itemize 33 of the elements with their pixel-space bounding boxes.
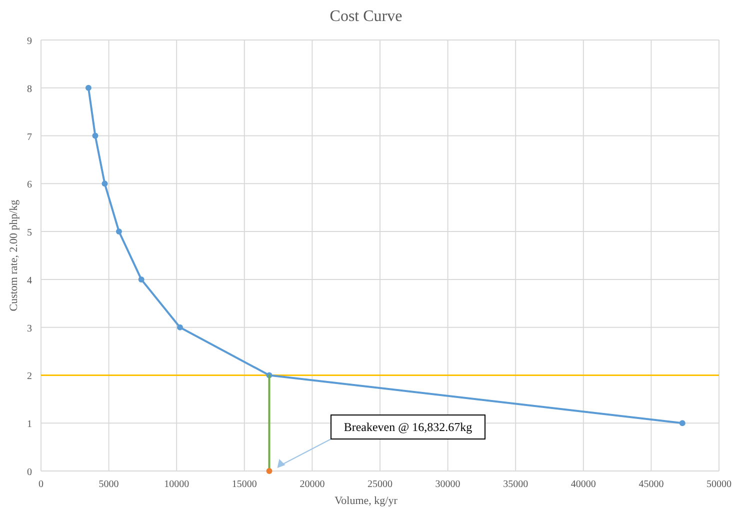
x-tick-label: 35000 <box>503 479 528 490</box>
y-tick-label: 2 <box>27 371 32 382</box>
point <box>116 228 122 235</box>
annotation: Breakeven @ 16,832.67kg <box>344 420 472 434</box>
point <box>85 84 92 91</box>
point <box>102 180 108 187</box>
point <box>679 420 686 426</box>
point <box>92 132 98 139</box>
y-tick-label: 9 <box>27 36 32 47</box>
y-tick-label: 7 <box>27 132 32 143</box>
y-axis-title: Custom rate, 2.00 php/kg <box>8 199 20 312</box>
point <box>266 468 272 474</box>
point <box>138 276 144 282</box>
chart-title: Cost Curve <box>330 8 402 25</box>
x-tick-label: 50000 <box>706 479 732 490</box>
x-tick-label: 0 <box>38 479 44 490</box>
x-tick-label: 40000 <box>570 479 596 490</box>
x-tick-label: 15000 <box>232 479 257 490</box>
y-tick-label: 6 <box>27 180 32 191</box>
y-tick-label: 8 <box>27 84 32 95</box>
x-tick-label: 5000 <box>98 479 119 490</box>
y-tick-label: 0 <box>27 467 32 478</box>
x-tick-label: 20000 <box>300 479 325 490</box>
point <box>176 324 183 330</box>
x-axis-title: Volume, kg/yr <box>334 495 398 507</box>
y-tick-label: 5 <box>27 228 32 239</box>
x-tick-label: 45000 <box>638 479 664 490</box>
y-tick-label: 4 <box>27 275 32 286</box>
x-tick-label: 30000 <box>435 479 460 490</box>
x-tick-label: 10000 <box>164 479 190 490</box>
y-tick-label: 3 <box>27 323 32 334</box>
x-tick-label: 25000 <box>368 479 392 490</box>
y-tick-label: 1 <box>27 419 32 430</box>
